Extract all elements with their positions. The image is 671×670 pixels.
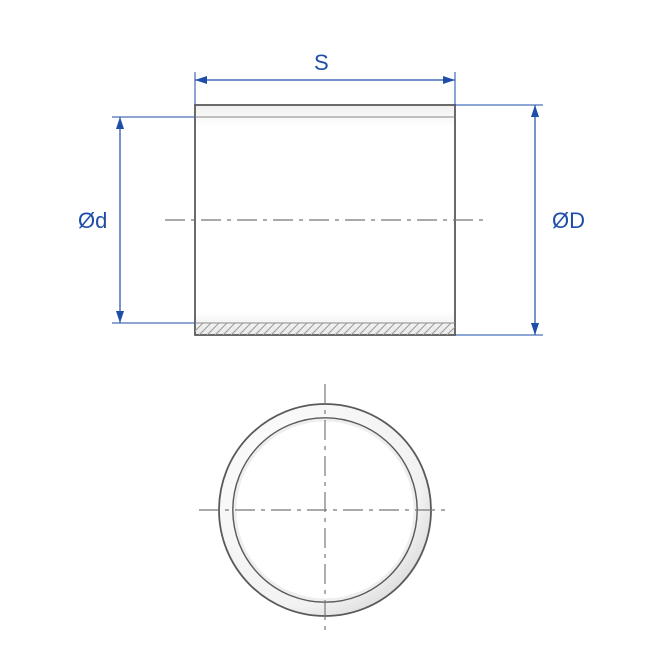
dimension-label-outer-diameter: ØD [552, 208, 585, 234]
engineering-drawing-svg [0, 0, 671, 670]
top-view [199, 384, 451, 636]
side-view [165, 105, 485, 335]
diagram-canvas: S Ød ØD [0, 0, 671, 670]
dimension-label-width: S [314, 50, 329, 76]
dimension-label-inner-diameter: Ød [78, 208, 107, 234]
